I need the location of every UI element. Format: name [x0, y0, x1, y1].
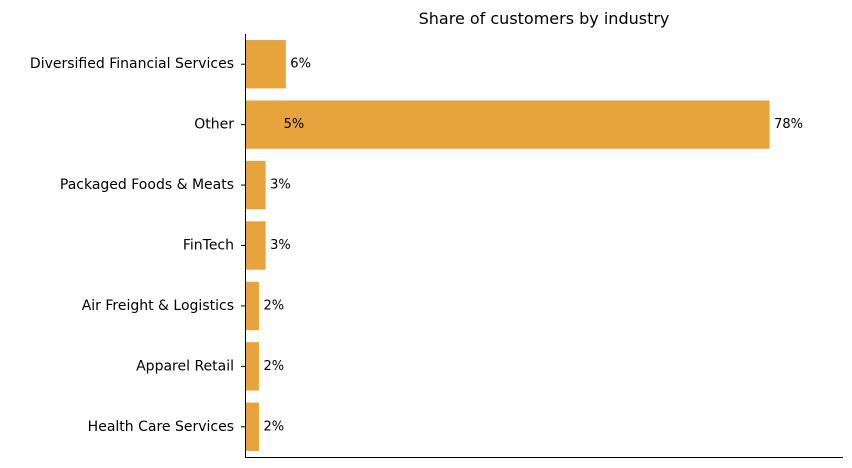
data-label-other: 78% [774, 117, 803, 132]
bar-other [245, 100, 770, 149]
category-labels: Diversified Financial Services Other Packa… [30, 56, 245, 435]
bar-apparel-retail [245, 342, 259, 391]
annotation-label-other: 5% [284, 117, 305, 132]
data-label-diversified-financial-services: 6% [290, 57, 311, 72]
bar-diversified-financial-services [245, 40, 286, 89]
data-label-health-care-services: 2% [263, 419, 284, 434]
category-label-health-care-services: Health Care Services [88, 419, 234, 435]
category-label-packaged-foods-and-meats: Packaged Foods & Meats [60, 177, 234, 193]
category-label-other: Other [194, 117, 234, 133]
category-label-fintech: FinTech [183, 238, 234, 254]
data-labels: 6% 78% 3% 3% 2% 2% 2% 5% [263, 57, 803, 435]
chart-title: Share of customers by industry [419, 9, 670, 28]
data-label-air-freight-and-logistics: 2% [263, 298, 284, 313]
bar-fintech [245, 221, 266, 270]
bar-packaged-foods-and-meats [245, 160, 266, 210]
data-label-packaged-foods-and-meats: 3% [270, 178, 291, 193]
category-label-apparel-retail: Apparel Retail [136, 358, 234, 374]
bar-health-care-services [245, 402, 259, 451]
data-label-apparel-retail: 2% [263, 359, 284, 374]
bar-air-freight-and-logistics [245, 281, 259, 331]
category-label-air-freight-and-logistics: Air Freight & Logistics [82, 298, 234, 314]
bars-group [245, 40, 770, 451]
data-label-fintech: 3% [270, 238, 291, 253]
category-label-diversified-financial-services: Diversified Financial Services [30, 56, 234, 72]
